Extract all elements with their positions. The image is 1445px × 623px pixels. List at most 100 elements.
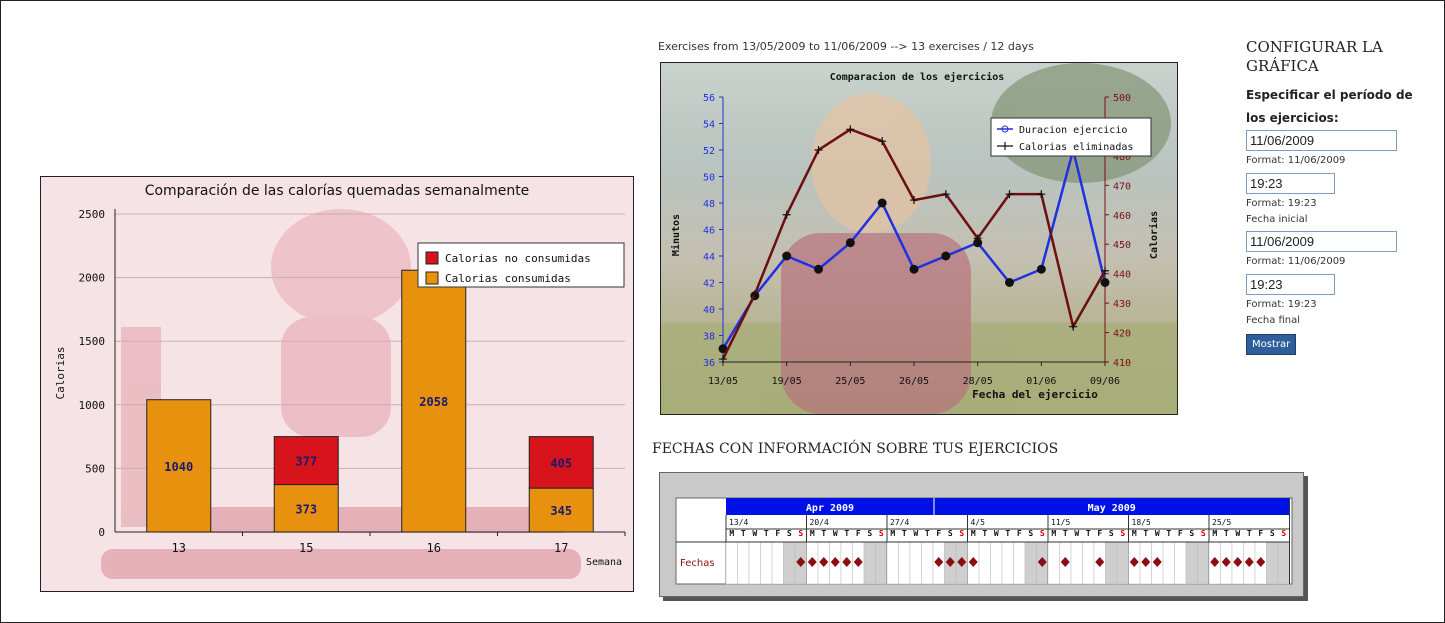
x-tick-label: 13 [172, 541, 186, 555]
exercise-date-mark [1037, 557, 1047, 567]
duration-point [718, 344, 728, 354]
day-letter: W [752, 529, 757, 538]
y-axis-label: Calorias [54, 347, 67, 400]
day-letter: T [821, 529, 826, 538]
exercise-date-mark [830, 557, 840, 567]
y-tick-label: 0 [98, 526, 105, 539]
end-time-format: Format: 19:23 [1246, 299, 1317, 310]
end-date-format: Format: 11/06/2009 [1246, 256, 1346, 267]
exercise-date-mark [1152, 557, 1162, 567]
day-cell [886, 541, 899, 585]
calories-point [1037, 190, 1046, 199]
day-letter: M [1051, 529, 1056, 538]
right-axis-label: Calorias [1148, 211, 1160, 259]
config-title: CONFIGURAR LA GRÁFICA [1246, 38, 1383, 75]
left-tick-label: 56 [703, 93, 715, 104]
duration-point [845, 238, 855, 248]
day-cell [760, 541, 773, 585]
day-cell [783, 541, 796, 585]
calories-point [1101, 266, 1109, 275]
duration-point [814, 264, 823, 274]
day-letter: T [1247, 529, 1252, 538]
month-header [934, 498, 1290, 515]
chart-title: Comparacion de los ejercicios [830, 71, 1005, 83]
end-date-input[interactable]: 11/06/2009 [1246, 231, 1397, 252]
duration-point [973, 238, 983, 248]
exercise-date-mark [1256, 557, 1266, 567]
day-letter: T [764, 529, 769, 538]
week-label: 20/4 [810, 518, 829, 527]
config-subtitle: Especificar el período de los ejercicios… [1246, 88, 1413, 125]
week-label: 4/5 [971, 518, 986, 527]
right-tick-label: 430 [1113, 299, 1131, 310]
legend-label: Duracion ejercicio [1019, 125, 1127, 136]
start-date-input[interactable]: 11/06/2009 [1246, 130, 1397, 151]
day-cell [990, 541, 1003, 585]
bar-value-label: 377 [295, 455, 317, 469]
start-label: Fecha inicial [1246, 214, 1308, 225]
day-letter: W [913, 529, 918, 538]
shirt-shape [781, 233, 971, 414]
right-tick-label: 460 [1113, 211, 1131, 222]
legend-marker [997, 142, 1013, 150]
exercise-date-mark [1233, 557, 1243, 567]
day-cell [725, 541, 738, 585]
right-tick-label: 480 [1113, 152, 1131, 163]
day-cell [771, 541, 784, 585]
legend-swatch [425, 271, 439, 285]
bar-segment [528, 487, 594, 533]
day-cell [898, 541, 911, 585]
y-tick-label: 500 [85, 462, 105, 475]
day-cell [1013, 541, 1026, 585]
day-letter: T [902, 529, 907, 538]
exercise-comparison-chart: 36 38 40 42 44 46 48 50 52 54 56 410 420 430 440 450 460… [660, 62, 1178, 415]
month-header [726, 498, 934, 515]
day-cell [1185, 541, 1198, 585]
duration-point [877, 198, 887, 208]
day-letter: S [1040, 529, 1045, 538]
day-letter: M [729, 529, 734, 538]
left-tick-label: 48 [703, 199, 715, 210]
day-cell [875, 541, 888, 585]
bar-segment [528, 436, 594, 489]
day-letter: M [971, 529, 976, 538]
exercise-date-mark [1244, 557, 1254, 567]
x-tick-label: 17 [554, 541, 568, 555]
exercise-comparison-svg: 36 38 40 42 44 46 48 50 52 54 56 410 420 430 440 450 460… [661, 63, 1177, 414]
right-tick-label: 410 [1113, 358, 1131, 369]
x-tick-label: 28/05 [963, 376, 993, 387]
day-letter: T [1143, 529, 1148, 538]
day-letter: S [948, 529, 953, 538]
legend-box [417, 242, 625, 288]
right-tick-label: 450 [1113, 240, 1131, 251]
exercise-date-mark [1129, 557, 1139, 567]
duration-point [782, 251, 792, 261]
exercise-date-mark [796, 557, 806, 567]
exercise-date-mark [842, 557, 852, 567]
week-label: 18/5 [1132, 518, 1151, 527]
day-cell [909, 541, 922, 585]
exercise-date-mark [853, 557, 863, 567]
left-tick-label: 40 [703, 305, 715, 316]
day-cell [863, 541, 876, 585]
legend: Duracion ejercicio Calorias eliminadas [990, 117, 1152, 157]
show-button[interactable]: Mostrar [1246, 334, 1297, 355]
day-letter: T [1063, 529, 1068, 538]
left-tick-label: 36 [703, 358, 715, 369]
x-tick-label: 13/05 [708, 376, 738, 387]
duration-point [1100, 278, 1110, 287]
exercise-date-mark [819, 557, 829, 567]
month-label: Apr 2009 [806, 503, 854, 514]
day-letter: W [994, 529, 999, 538]
bar-segment [273, 436, 339, 486]
bar-value-label: 345 [550, 504, 572, 518]
calories-point [750, 290, 759, 299]
day-letter: T [982, 529, 987, 538]
end-time-input[interactable]: 19:23 [1246, 274, 1335, 295]
start-time-input[interactable]: 19:23 [1246, 173, 1335, 194]
day-letter: W [833, 529, 838, 538]
day-letter: W [1235, 529, 1240, 538]
calories-point [782, 210, 791, 219]
calories-point [719, 355, 727, 364]
day-cell [1001, 541, 1014, 585]
